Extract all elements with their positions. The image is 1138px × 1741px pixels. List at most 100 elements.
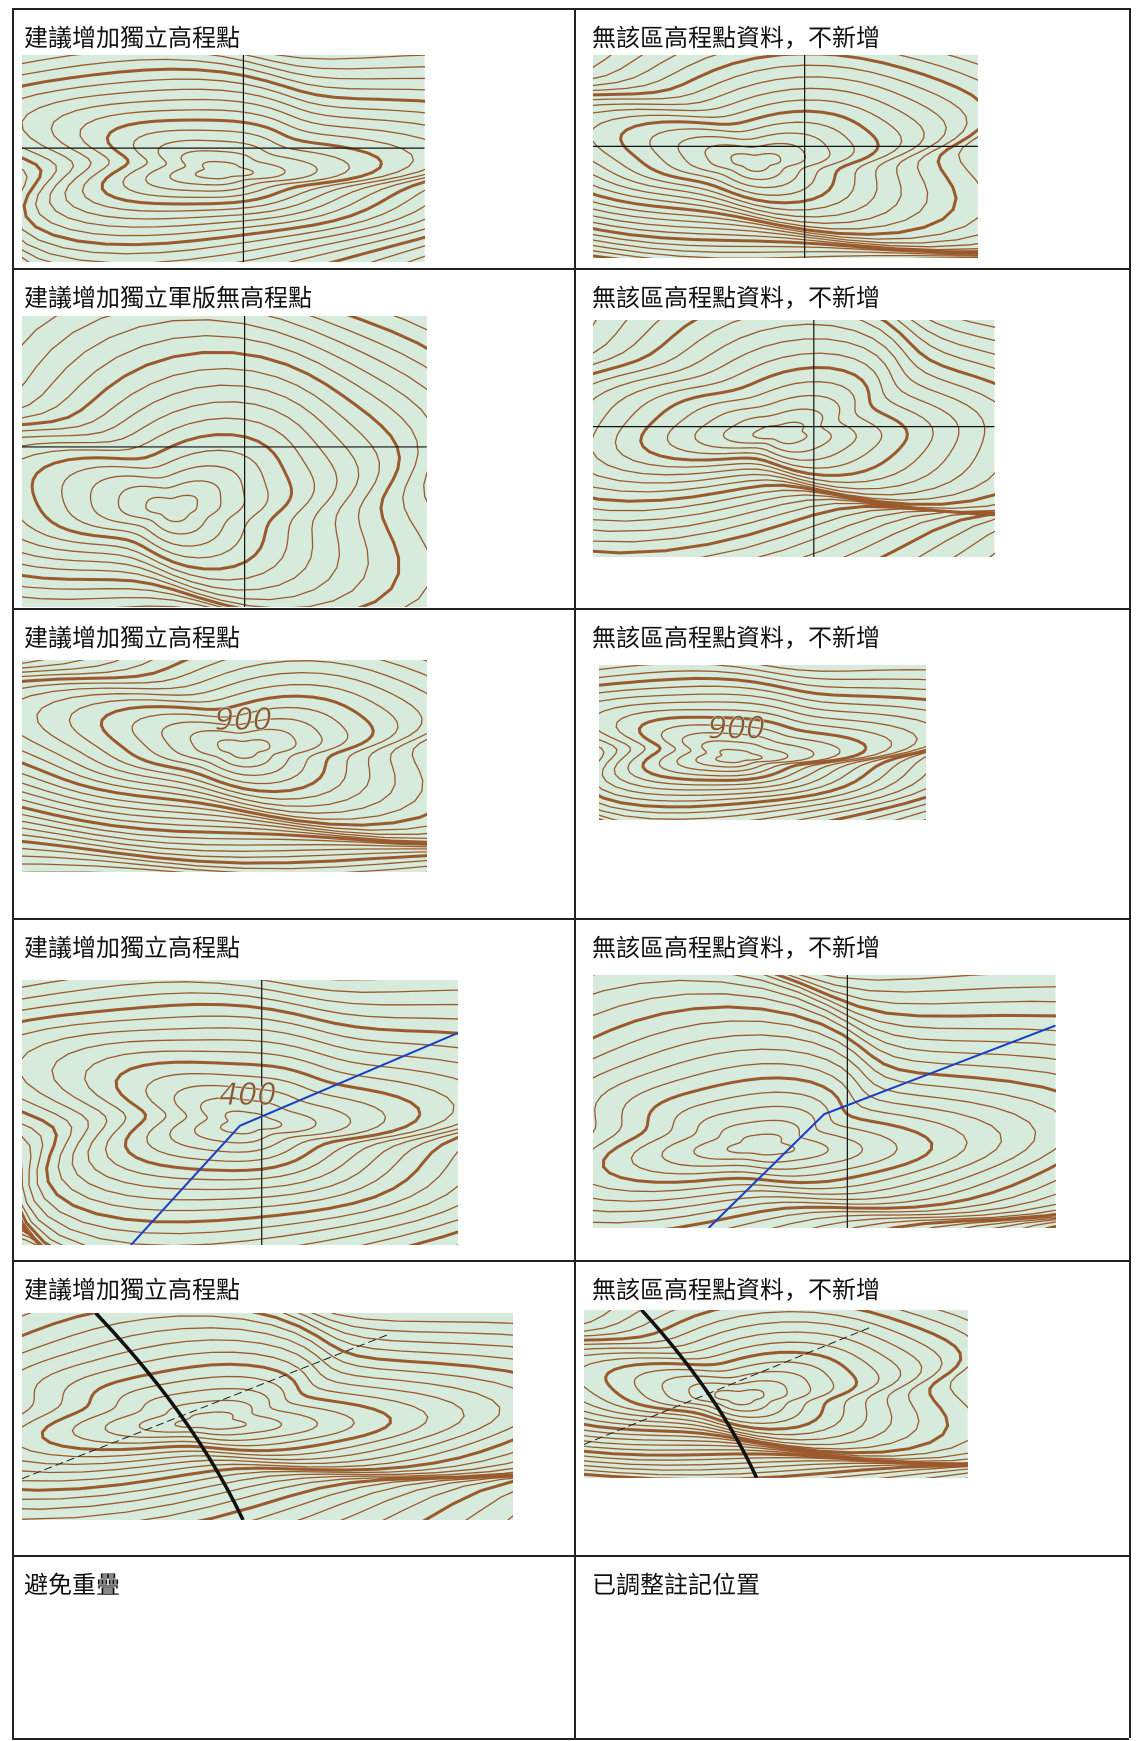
contour-line [918, 518, 995, 557]
contour-line [726, 1133, 796, 1156]
contour-line [22, 316, 427, 607]
contour-line [22, 417, 316, 581]
river [130, 1032, 458, 1245]
contour-line [22, 660, 427, 827]
table-border [12, 1738, 1129, 1740]
contour-line [598, 693, 926, 797]
trail [584, 1326, 873, 1445]
contour-line [593, 55, 979, 248]
contour-line [695, 740, 789, 768]
contour-line [688, 1380, 789, 1412]
contour-line [598, 665, 926, 820]
cell-caption: 無該區高程點資料，不新增 [592, 624, 880, 652]
map-image [593, 320, 995, 557]
contour-line [327, 235, 425, 262]
cell-caption: 已調整註記位置 [592, 1571, 760, 1599]
contour-line [593, 1005, 1056, 1228]
contour-line [723, 408, 833, 453]
contour-line [598, 670, 926, 814]
contour-line [50, 98, 425, 220]
cell-caption: 避免重疊 [24, 1571, 120, 1599]
contour-line [634, 1361, 835, 1425]
contour-line [584, 1310, 969, 1457]
contour-line [22, 1313, 514, 1500]
contour-line [22, 67, 425, 247]
contour-line [22, 660, 427, 831]
contour-line [843, 511, 995, 557]
river [708, 1024, 1056, 1228]
contour-line [22, 1315, 514, 1482]
contour-line [649, 121, 856, 196]
map-image [22, 55, 425, 262]
contour-line [598, 701, 918, 791]
contour-line [584, 1463, 969, 1478]
contour-line [99, 694, 376, 794]
contour-line [22, 319, 427, 607]
contour-line [161, 718, 323, 777]
cell-caption: 建議增加獨立高程點 [24, 1276, 240, 1304]
contour-line [757, 510, 995, 557]
contour-line [593, 993, 1056, 1228]
contour-line [593, 320, 995, 501]
cell-caption: 建議增加獨立軍版無高程點 [24, 284, 312, 312]
road [94, 1313, 245, 1520]
contour-line [145, 494, 199, 523]
contour-line [631, 1091, 899, 1177]
map-image [22, 1313, 514, 1520]
contour-line [84, 1050, 455, 1181]
contour-line [615, 352, 935, 484]
contour-line [61, 449, 270, 559]
contour-line [584, 1310, 963, 1455]
map-image [22, 316, 427, 607]
contour-line [22, 55, 425, 262]
map-image: 400 [22, 980, 458, 1245]
map-image [593, 55, 979, 258]
contour-line [593, 239, 979, 256]
contour-line [100, 118, 384, 206]
contour-line [593, 227, 979, 254]
table-border [12, 1555, 1129, 1557]
road [640, 1310, 759, 1478]
contour-line [131, 706, 349, 785]
contour-line [584, 1321, 923, 1446]
contour-line [827, 795, 926, 820]
contour-line [68, 683, 399, 800]
trail [22, 1333, 391, 1480]
contour-line [787, 975, 1056, 1228]
contour-line [22, 316, 427, 369]
contour-line [661, 1105, 864, 1170]
contour-line [593, 55, 979, 251]
contour-line [704, 142, 807, 181]
contour-line [593, 1048, 1003, 1203]
map-label: 900 [215, 703, 272, 738]
contour-line [104, 1387, 319, 1442]
contour-line [661, 1370, 812, 1418]
contour-line [22, 1339, 465, 1466]
contour-line [593, 1020, 1056, 1224]
map-background [22, 55, 425, 262]
contour-line [422, 1479, 514, 1520]
map-image: 900 [22, 660, 427, 872]
cell-caption: 建議增加獨立高程點 [24, 934, 240, 962]
contour-line [189, 728, 297, 768]
contour-line [117, 480, 222, 535]
contour-line [593, 1034, 1037, 1213]
contour-line [893, 810, 926, 820]
contour-line [145, 1072, 387, 1163]
contour-line [593, 323, 986, 496]
contour-line [340, 1476, 514, 1520]
contour-line [145, 139, 319, 192]
contour-line [174, 1411, 248, 1430]
contour-line [220, 1110, 283, 1135]
contour-line [593, 975, 1056, 1228]
contour-line [138, 1313, 514, 1520]
contour-line [593, 320, 995, 512]
contour-line [22, 1313, 514, 1510]
contour-line [593, 320, 995, 506]
contour-line [40, 1362, 393, 1453]
contour-line [693, 1119, 830, 1163]
contour-line [138, 1399, 283, 1436]
contour-line [169, 1084, 352, 1153]
contour-line [217, 739, 271, 759]
contour-line [584, 1341, 881, 1436]
